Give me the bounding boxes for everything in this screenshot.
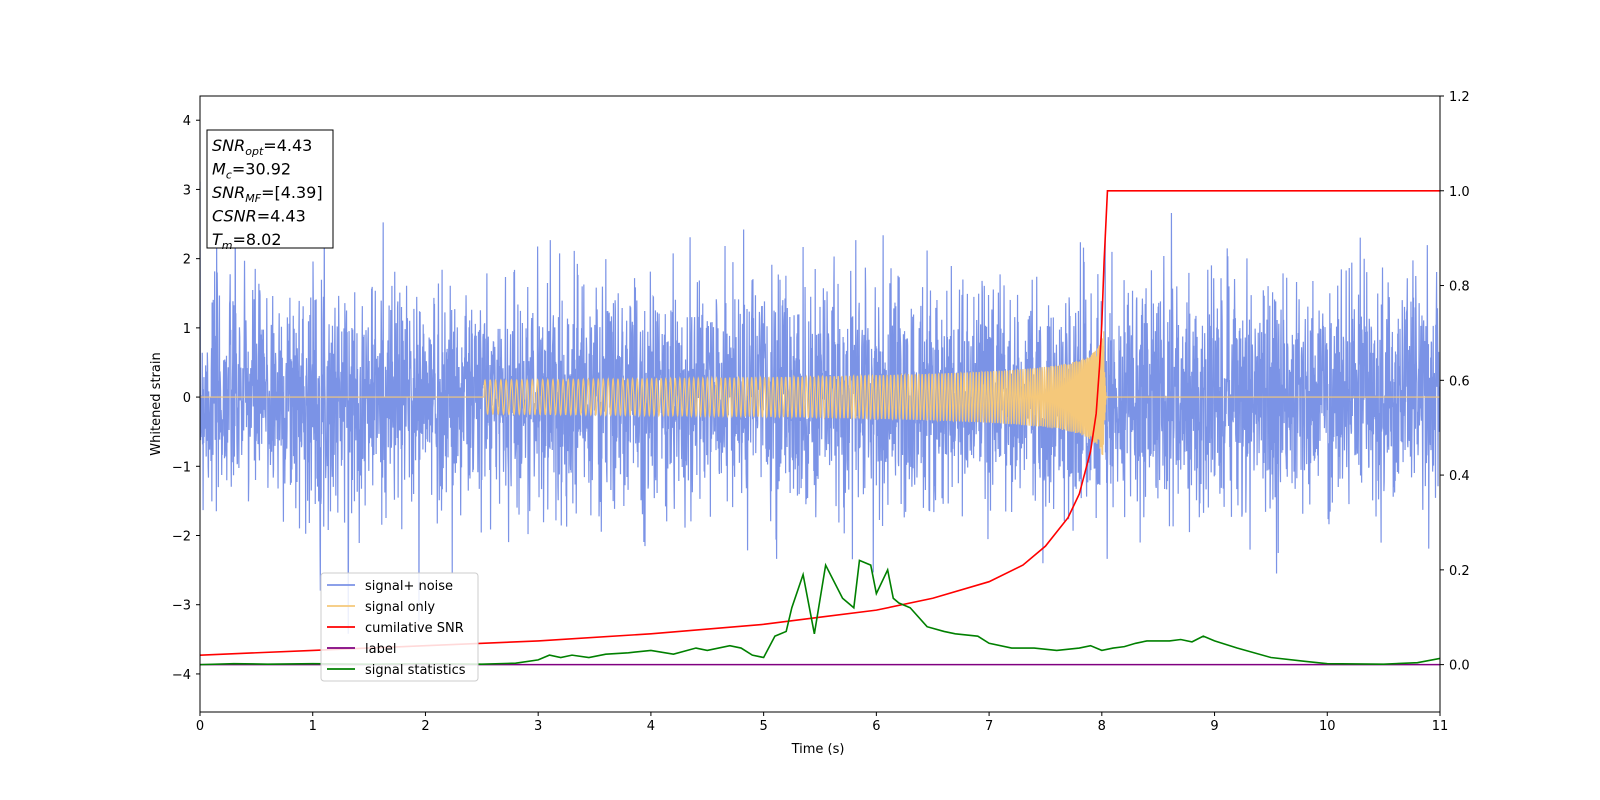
- legend: signal+ noise signal only cumilative SNR la…: [320, 572, 479, 682]
- info-line: SNRMF=[4.39]: [212, 183, 323, 205]
- y-right-tick-label: 1.0: [1449, 185, 1470, 200]
- info-line: CSNR=4.43: [212, 207, 306, 226]
- y-left-tick-label: 3: [183, 183, 191, 198]
- legend-label: signal statistics: [365, 663, 466, 678]
- series-signal-only: [200, 331, 1440, 456]
- y-left-tick-label: 0: [183, 391, 191, 406]
- series-signal-noise: [200, 181, 1440, 634]
- legend-frame: [320, 572, 479, 682]
- y-axis-right: 0.0 0.2 0.4 0.6 0.8 1.0 1.2: [1440, 90, 1470, 674]
- info-line: SNRopt=4.43: [212, 136, 312, 158]
- legend-label: signal+ noise: [365, 579, 453, 594]
- y-right-tick-label: 1.2: [1449, 90, 1470, 105]
- y-right-tick-label: 0.0: [1449, 659, 1470, 674]
- x-tick-label: 10: [1319, 719, 1336, 734]
- y-left-tick-label: 4: [183, 114, 191, 129]
- x-tick-label: 11: [1432, 719, 1449, 734]
- x-tick-label: 4: [647, 719, 655, 734]
- plot-frame: [199, 95, 1441, 713]
- x-tick-label: 9: [1210, 719, 1218, 734]
- legend-label: signal only: [365, 600, 435, 615]
- x-tick-label: 1: [309, 719, 317, 734]
- x-tick-label: 8: [1098, 719, 1106, 734]
- info-box-frame: [206, 129, 334, 249]
- y-left-tick-label: −2: [172, 530, 191, 545]
- x-tick-label: 5: [759, 719, 767, 734]
- y-axis-title: Whitened strain: [149, 352, 164, 455]
- y-axis-left: −4 −3 −2 −1 0 1 2 3 4: [172, 114, 200, 683]
- y-right-tick-label: 0.2: [1449, 564, 1470, 579]
- y-right-tick-label: 0.4: [1449, 469, 1470, 484]
- x-tick-label: 0: [196, 719, 204, 734]
- x-tick-label: 2: [421, 719, 429, 734]
- y-right-tick-label: 0.8: [1449, 280, 1470, 295]
- x-axis-title: Time (s): [791, 742, 845, 757]
- y-right-tick-label: 0.6: [1449, 374, 1470, 389]
- legend-label: label: [365, 642, 396, 657]
- y-left-tick-label: −4: [172, 668, 191, 683]
- x-axis: 0 1 2 3 4 5 6 7 8 9 10 11: [196, 712, 1448, 734]
- x-tick-label: 3: [534, 719, 542, 734]
- x-tick-label: 6: [872, 719, 880, 734]
- series-signal-statistics: [200, 559, 1440, 666]
- series-cumulative-snr: [200, 189, 1440, 656]
- y-left-tick-label: 2: [183, 253, 191, 268]
- x-tick-label: 7: [985, 719, 993, 734]
- y-left-tick-label: −3: [172, 599, 191, 614]
- info-line: Tm=8.02: [212, 230, 282, 252]
- info-line: Mc=30.92: [212, 160, 291, 182]
- y-left-tick-label: −1: [172, 460, 191, 475]
- y-left-tick-label: 1: [183, 322, 191, 337]
- legend-label: cumilative SNR: [365, 621, 464, 636]
